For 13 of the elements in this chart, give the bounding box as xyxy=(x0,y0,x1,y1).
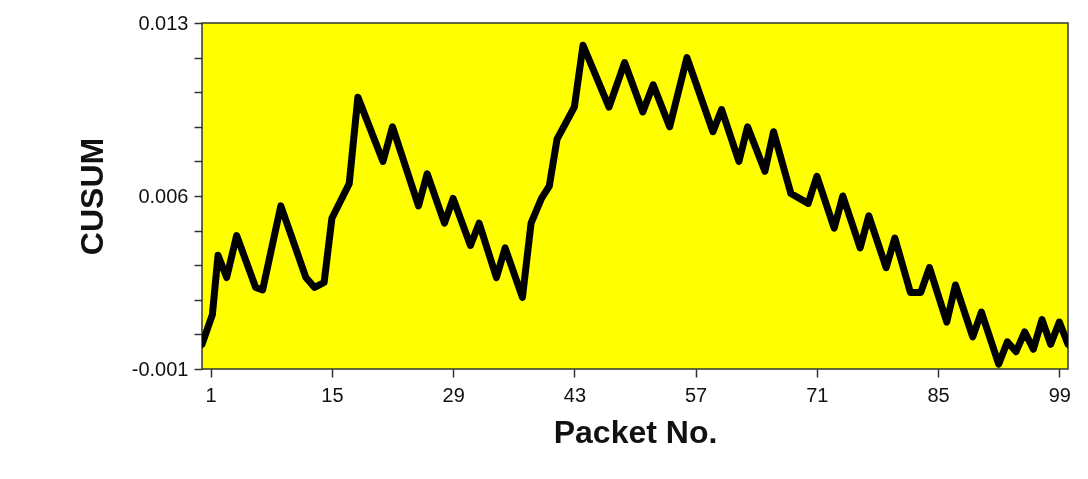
x-tick-label: 43 xyxy=(563,383,587,406)
x-tick-label: 15 xyxy=(321,383,344,406)
x-axis-title: Packet No. xyxy=(553,413,718,450)
x-tick-label: 99 xyxy=(1048,383,1071,406)
y-tick-label: -0.001 xyxy=(131,357,189,380)
x-tick-label: 1 xyxy=(205,383,217,406)
x-tick-label: 85 xyxy=(927,383,950,406)
y-tick-label: 0.006 xyxy=(138,184,189,207)
x-tick-label: 57 xyxy=(684,383,708,406)
y-tick-label: 0.013 xyxy=(138,11,189,34)
x-tick-label: 29 xyxy=(442,383,465,406)
y-axis-title: CUSUM xyxy=(73,137,110,256)
x-tick-label: 71 xyxy=(806,383,829,406)
